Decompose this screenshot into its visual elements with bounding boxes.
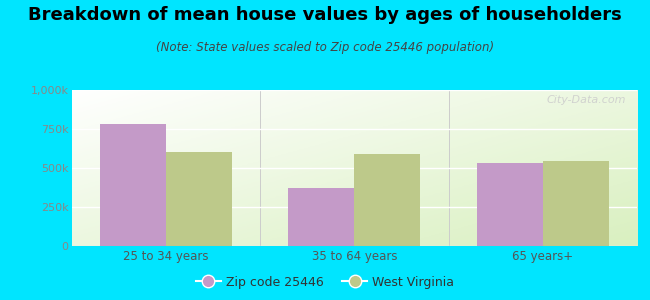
Bar [288, 188, 354, 246]
Text: (Note: State values scaled to Zip code 25446 population): (Note: State values scaled to Zip code 2… [156, 40, 494, 53]
Text: Breakdown of mean house values by ages of householders: Breakdown of mean house values by ages o… [28, 6, 622, 24]
Bar [166, 152, 231, 246]
Bar [100, 124, 166, 246]
Text: City-Data.com: City-Data.com [546, 95, 626, 105]
Bar [476, 163, 543, 246]
Legend: Zip code 25446, West Virginia: Zip code 25446, West Virginia [190, 271, 460, 294]
Bar [354, 154, 420, 246]
Bar [543, 161, 608, 246]
